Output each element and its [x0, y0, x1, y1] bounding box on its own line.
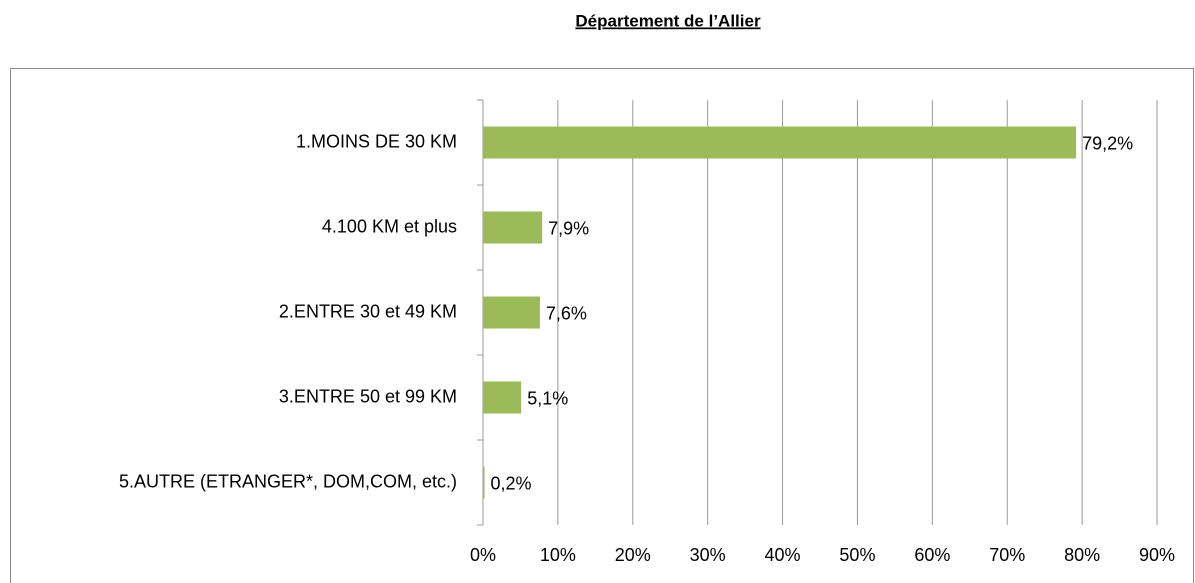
x-tick-label: 50%	[839, 545, 875, 565]
data-label: 0,2%	[490, 473, 531, 493]
x-tick-label: 40%	[765, 545, 801, 565]
data-label: 7,9%	[548, 218, 589, 238]
y-tick-label: 5.AUTRE (ETRANGER*, DOM,COM, etc.)	[119, 471, 457, 491]
chart-title: Département de l’Allier	[575, 11, 761, 30]
bar	[483, 211, 543, 244]
data-label: 7,6%	[546, 303, 587, 323]
data-label: 5,1%	[527, 388, 568, 408]
x-tick-label: 70%	[989, 545, 1025, 565]
x-tick-label: 20%	[615, 545, 651, 565]
y-tick-label: 4.100 KM et plus	[322, 216, 457, 236]
x-tick-label: 60%	[914, 545, 950, 565]
y-tick-label: 1.MOINS DE 30 KM	[296, 131, 457, 151]
x-tick-label: 10%	[540, 545, 576, 565]
bar	[483, 466, 485, 499]
x-tick-label: 80%	[1064, 545, 1100, 565]
y-tick-label: 2.ENTRE 30 et 49 KM	[279, 301, 457, 321]
x-tick-label: 0%	[470, 545, 496, 565]
data-label: 79,2%	[1082, 133, 1133, 153]
bar	[483, 381, 522, 414]
bar	[483, 296, 540, 329]
x-tick-label: 90%	[1139, 545, 1175, 565]
x-tick-label: 30%	[690, 545, 726, 565]
chart-border	[10, 68, 1194, 583]
bar	[483, 126, 1077, 159]
y-tick-label: 3.ENTRE 50 et 99 KM	[279, 386, 457, 406]
